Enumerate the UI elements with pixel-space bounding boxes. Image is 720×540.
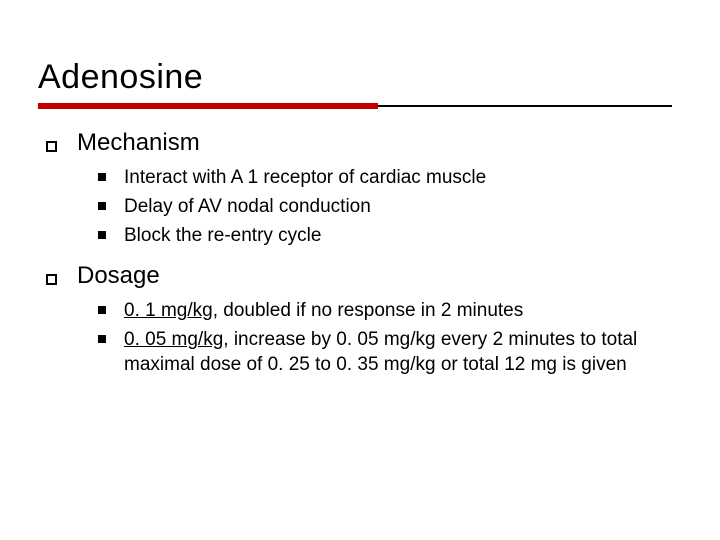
slide-title: Adenosine [38,58,672,97]
item-text: Interact with A 1 receptor of cardiac mu… [124,165,486,190]
item-text: 0. 1 mg/kg, doubled if no response in 2 … [124,298,523,323]
mechanism-items: Interact with A 1 receptor of cardiac mu… [46,165,672,248]
item-text: 0. 05 mg/kg, increase by 0. 05 mg/kg eve… [124,327,672,377]
list-item: Block the re-entry cycle [98,223,672,248]
item-text: Delay of AV nodal conduction [124,194,371,219]
section-mechanism: Mechanism Interact with A 1 receptor of … [46,129,672,248]
square-bullet-icon [98,231,106,239]
item-text: Block the re-entry cycle [124,223,321,248]
section-label: Dosage [77,262,160,290]
section-dosage: Dosage 0. 1 mg/kg, doubled if no respons… [46,262,672,377]
square-bullet-icon [98,173,106,181]
list-item: Interact with A 1 receptor of cardiac mu… [98,165,672,190]
dose-rest: , doubled if no response in 2 minutes [213,300,524,321]
dose-underlined: 0. 05 mg/kg [124,329,223,350]
underline-black [378,105,672,107]
square-bullet-icon [98,306,106,314]
list-item: 0. 1 mg/kg, doubled if no response in 2 … [98,298,672,323]
underline-red [38,103,378,109]
square-outline-bullet-icon [46,274,57,285]
outline-list: Mechanism Interact with A 1 receptor of … [38,129,672,377]
square-outline-bullet-icon [46,141,57,152]
dose-underlined: 0. 1 mg/kg [124,300,213,321]
list-item: Delay of AV nodal conduction [98,194,672,219]
title-underline [38,103,672,109]
section-label: Mechanism [77,129,200,157]
square-bullet-icon [98,202,106,210]
list-item: 0. 05 mg/kg, increase by 0. 05 mg/kg eve… [98,327,672,377]
dosage-items: 0. 1 mg/kg, doubled if no response in 2 … [46,298,672,377]
square-bullet-icon [98,335,106,343]
